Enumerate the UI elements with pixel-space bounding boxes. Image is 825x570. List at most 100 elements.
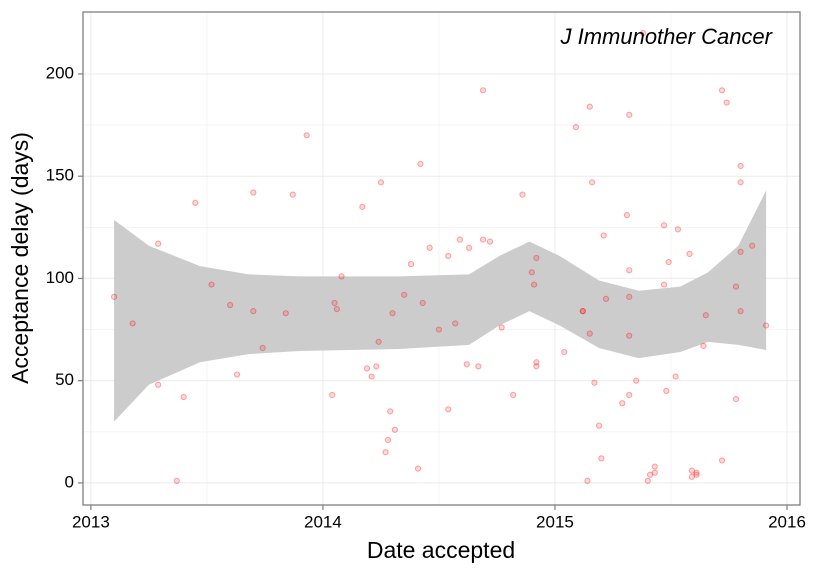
- point: [368, 373, 375, 380]
- point: [382, 449, 389, 456]
- point: [626, 391, 633, 399]
- point: [686, 250, 693, 257]
- point: [749, 242, 756, 249]
- point: [377, 179, 385, 186]
- point: [452, 320, 459, 327]
- point: [417, 160, 424, 168]
- point: [528, 269, 535, 276]
- point: [660, 281, 668, 288]
- point: [602, 295, 610, 302]
- point: [619, 400, 626, 407]
- point: [626, 111, 633, 118]
- point: [718, 87, 726, 94]
- point: [338, 273, 345, 280]
- point: [498, 324, 505, 331]
- point: [456, 236, 463, 243]
- point: [600, 232, 607, 239]
- point: [475, 363, 482, 370]
- point: [572, 124, 579, 131]
- point: [700, 342, 707, 350]
- point: [445, 406, 452, 413]
- point: [732, 283, 740, 290]
- point: [445, 252, 452, 260]
- point: [466, 244, 473, 251]
- point: [647, 471, 654, 478]
- point: [579, 308, 586, 315]
- point: [579, 308, 586, 315]
- point: [391, 426, 398, 433]
- point: [426, 244, 433, 251]
- point: [737, 162, 744, 170]
- point: [155, 240, 162, 247]
- point: [584, 477, 591, 484]
- point: [763, 322, 770, 329]
- point: [303, 132, 310, 139]
- point: [530, 281, 538, 288]
- point: [419, 299, 426, 307]
- y-tick-label: 150: [46, 166, 74, 185]
- point: [180, 393, 187, 401]
- point: [519, 191, 526, 198]
- point: [359, 203, 366, 210]
- y-tick-label: 50: [55, 370, 74, 389]
- point: [250, 308, 257, 315]
- point: [435, 326, 443, 333]
- point: [663, 387, 670, 395]
- point: [660, 222, 668, 229]
- point: [129, 320, 136, 327]
- point: [373, 363, 380, 370]
- points-layer: [110, 29, 770, 484]
- point: [737, 248, 744, 255]
- point: [110, 293, 118, 300]
- y-axis-title: Acceptance delay (days): [7, 132, 33, 384]
- panel-border: [82, 11, 801, 506]
- point: [588, 179, 596, 186]
- point: [732, 395, 740, 403]
- point: [737, 179, 744, 186]
- point: [651, 463, 658, 470]
- point: [561, 348, 568, 356]
- x-tick-label: 2015: [536, 512, 574, 531]
- point: [389, 310, 396, 317]
- point: [510, 391, 517, 399]
- point: [626, 293, 633, 300]
- confidence-band: [114, 190, 767, 422]
- point: [665, 258, 672, 266]
- point: [414, 465, 422, 472]
- point: [289, 191, 296, 198]
- point: [718, 457, 726, 464]
- point: [208, 281, 215, 288]
- point: [702, 312, 709, 319]
- point: [333, 306, 340, 313]
- point: [651, 469, 658, 476]
- point: [479, 87, 487, 94]
- point: [331, 299, 338, 307]
- point: [282, 310, 289, 317]
- x-tick-label: 2014: [304, 512, 342, 531]
- point: [387, 408, 394, 415]
- point: [626, 267, 633, 274]
- point: [384, 436, 391, 444]
- point: [533, 359, 540, 366]
- x-tick-label: 2013: [72, 512, 110, 531]
- x-tick-label: 2016: [768, 512, 806, 531]
- point: [479, 236, 487, 243]
- point: [688, 467, 695, 474]
- point: [633, 377, 640, 384]
- point: [533, 363, 540, 370]
- point: [463, 361, 470, 368]
- y-tick-label: 100: [46, 268, 74, 287]
- point: [155, 381, 162, 388]
- point: [375, 338, 382, 345]
- point: [329, 391, 336, 399]
- point: [408, 261, 415, 268]
- point: [250, 189, 257, 196]
- point: [259, 344, 266, 352]
- point: [401, 291, 408, 298]
- point: [192, 199, 199, 206]
- y-tick-label: 200: [46, 63, 74, 82]
- point: [723, 99, 730, 106]
- point: [693, 469, 700, 476]
- point: [533, 254, 540, 262]
